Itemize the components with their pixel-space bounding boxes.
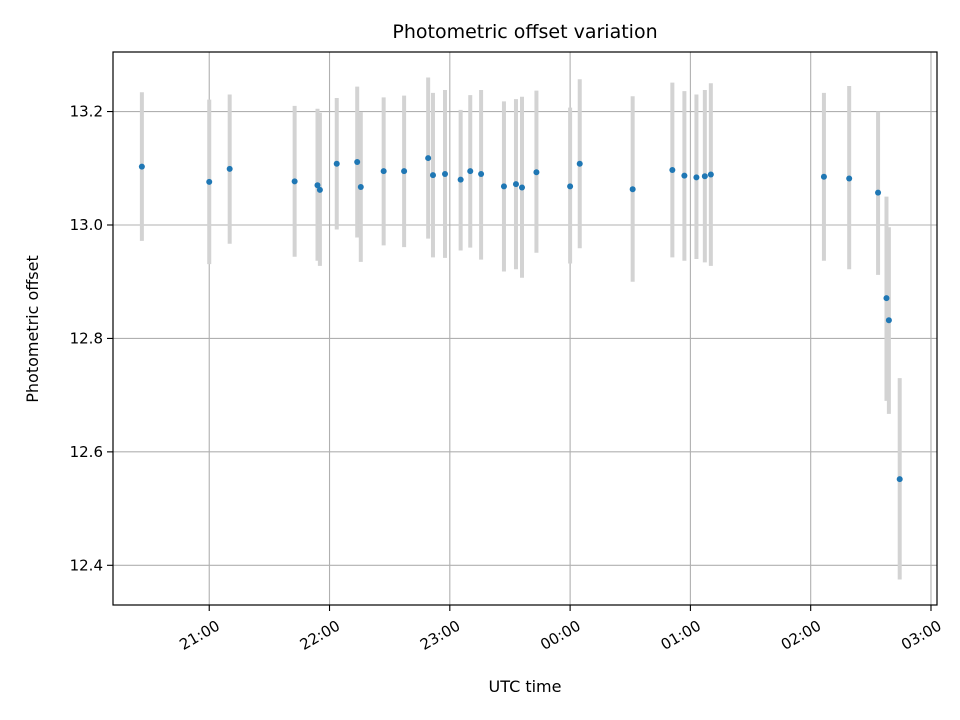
- data-point: [429, 172, 436, 179]
- y-tick-label: 12.6: [70, 443, 103, 461]
- data-point: [512, 181, 519, 188]
- y-tick-label: 13.2: [70, 103, 103, 121]
- data-point: [333, 160, 340, 167]
- data-point: [478, 170, 485, 177]
- grid: [113, 52, 937, 605]
- data-point: [500, 183, 507, 190]
- data-point: [518, 184, 525, 191]
- data-point: [316, 186, 323, 193]
- data-point: [701, 173, 708, 180]
- data-point: [401, 168, 408, 175]
- data-point: [467, 168, 474, 175]
- data-point: [669, 166, 676, 173]
- y-tick-label: 12.8: [70, 329, 103, 347]
- data-point: [533, 169, 540, 176]
- chart-title: Photometric offset variation: [392, 21, 657, 43]
- data-point: [576, 160, 583, 167]
- data-point: [380, 168, 387, 175]
- plot-frame: [112, 51, 938, 606]
- data-point: [138, 163, 145, 170]
- y-tick-label: 13.0: [70, 216, 103, 234]
- data-point: [357, 183, 364, 190]
- data-point: [567, 183, 574, 190]
- data-point: [885, 317, 892, 324]
- y-tick-label: 12.4: [70, 556, 103, 574]
- data-point: [820, 173, 827, 180]
- y-axis-title: Photometric offset: [23, 255, 42, 403]
- data-point: [883, 295, 890, 302]
- data-point: [425, 155, 432, 162]
- data-point: [896, 476, 903, 483]
- data-point: [442, 170, 449, 177]
- data-point: [291, 178, 298, 185]
- data-point: [681, 172, 688, 179]
- data-point: [693, 174, 700, 181]
- data-point: [206, 178, 213, 185]
- data-points: [138, 155, 903, 483]
- data-point: [629, 186, 636, 193]
- y-axis: 12.4 12.6 12.8 13.0 13.2: [70, 103, 113, 574]
- data-point: [846, 175, 853, 182]
- data-point: [707, 171, 714, 178]
- data-point: [314, 182, 321, 189]
- data-point: [354, 159, 361, 166]
- x-axis-title: UTC time: [489, 677, 562, 696]
- data-point: [226, 165, 233, 172]
- data-point: [457, 176, 464, 183]
- data-point: [875, 189, 882, 196]
